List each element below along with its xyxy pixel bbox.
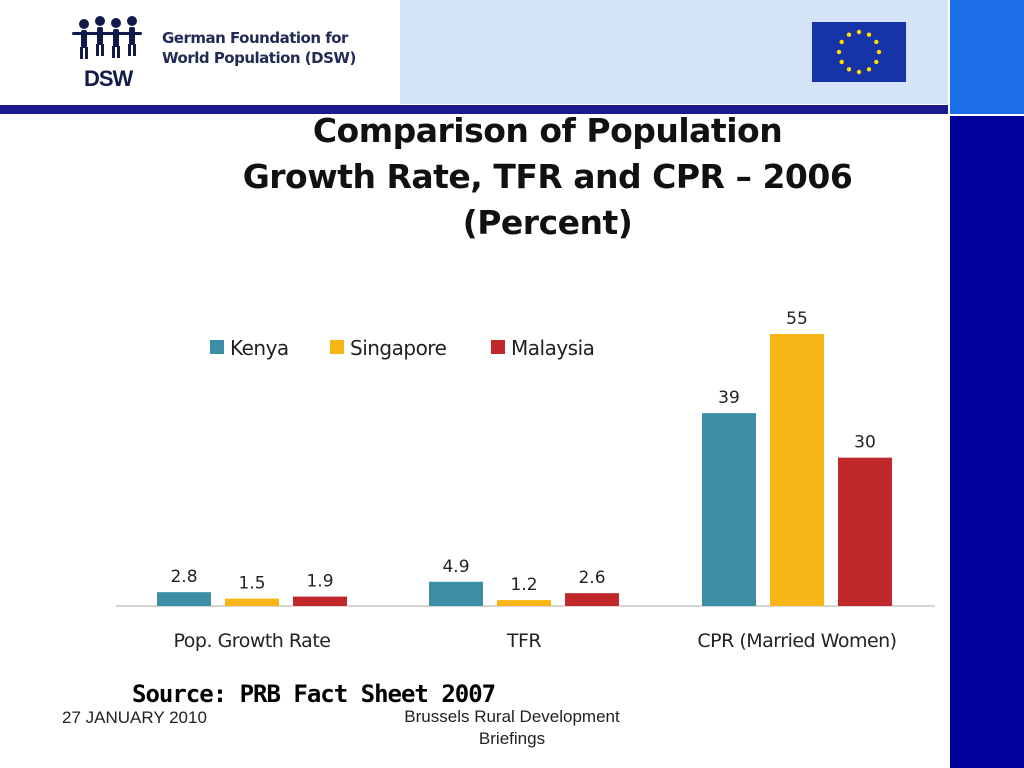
eu-star-icon bbox=[876, 49, 882, 55]
title-line-2: Growth Rate, TFR and CPR – 2006 bbox=[242, 157, 853, 196]
bar-kenya-3 bbox=[702, 413, 756, 606]
bar-chart: 2.8 4.9 39 1.5 1.2 55 1.9 2.6 30 Pop. Growth Rate… bbox=[116, 309, 935, 652]
data-label: 1.2 bbox=[510, 575, 537, 595]
title-line-3: (Percent) bbox=[462, 203, 633, 242]
eu-flag-icon bbox=[812, 22, 906, 82]
eu-star-icon bbox=[846, 32, 852, 37]
legend-swatch-singapore bbox=[330, 340, 344, 354]
data-label: 30 bbox=[854, 433, 876, 453]
header-rule bbox=[0, 105, 948, 114]
data-label: 4.9 bbox=[442, 557, 469, 577]
eu-star-icon bbox=[866, 32, 872, 37]
legend-swatch-kenya bbox=[210, 340, 224, 354]
legend-label: Kenya bbox=[230, 336, 289, 360]
organization-name-line1: German Foundation for bbox=[162, 29, 348, 47]
bar-singapore-1 bbox=[225, 598, 279, 606]
organization-name-line2: World Population (DSW) bbox=[162, 49, 356, 67]
bar-malaysia-3 bbox=[838, 457, 892, 606]
footer-date: 27 JANUARY 2010 bbox=[62, 708, 207, 727]
organization-name: German Foundation for World Population (… bbox=[162, 28, 356, 68]
side-strip-top bbox=[950, 0, 1024, 114]
bar-singapore-2 bbox=[497, 600, 551, 606]
eu-star-icon bbox=[874, 59, 879, 65]
eu-star-icon bbox=[846, 67, 852, 72]
data-label: 1.5 bbox=[238, 574, 265, 594]
footer-event-line2: Briefings bbox=[478, 729, 546, 748]
side-strip bbox=[950, 116, 1024, 768]
bar-kenya-2 bbox=[429, 581, 483, 606]
eu-star-icon bbox=[856, 69, 862, 75]
eu-star-icon bbox=[839, 39, 844, 45]
eu-star-icon bbox=[856, 29, 862, 35]
eu-star-icon bbox=[836, 49, 842, 55]
footer-event-line1: Brussels Rural Development bbox=[404, 707, 620, 726]
eu-star-icon bbox=[839, 59, 844, 65]
footer-event: Brussels Rural Development Briefings bbox=[380, 706, 644, 750]
dsw-logo: DSW German Foundation for World Populati… bbox=[72, 14, 372, 94]
data-label: 1.9 bbox=[306, 572, 333, 592]
eu-star-icon bbox=[874, 39, 879, 45]
logo-abbreviation: DSW bbox=[84, 66, 133, 91]
category-label: Pop. Growth Rate bbox=[174, 630, 331, 652]
bar-kenya-1 bbox=[157, 592, 211, 606]
people-chain-icon bbox=[72, 16, 142, 59]
legend-label: Singapore bbox=[350, 336, 447, 360]
data-label: 2.8 bbox=[170, 567, 197, 587]
chart-title: Comparison of Population Growth Rate, TF… bbox=[180, 108, 915, 246]
legend-swatch-malaysia bbox=[491, 340, 505, 354]
category-label: CPR (Married Women) bbox=[697, 630, 896, 652]
data-label: 2.6 bbox=[578, 568, 605, 588]
data-label: 39 bbox=[718, 388, 740, 408]
bar-singapore-3 bbox=[770, 334, 824, 606]
bar-malaysia-1 bbox=[293, 596, 347, 606]
bar-malaysia-2 bbox=[565, 593, 619, 606]
legend-label: Malaysia bbox=[511, 336, 594, 360]
source-note: Source: PRB Fact Sheet 2007 bbox=[132, 680, 496, 708]
eu-star-icon bbox=[866, 67, 872, 72]
category-label: TFR bbox=[506, 630, 542, 652]
title-line-1: Comparison of Population bbox=[312, 111, 783, 150]
data-label: 55 bbox=[786, 309, 808, 329]
